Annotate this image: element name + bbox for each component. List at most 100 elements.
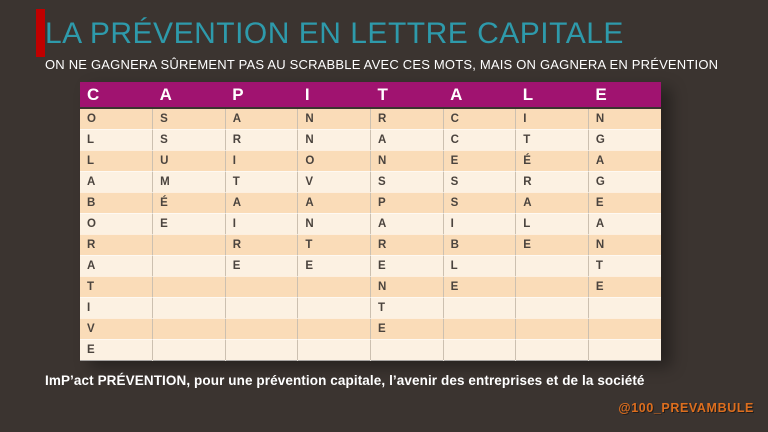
social-handle: @100_PREVAMBULE [618, 401, 754, 415]
table-cell [152, 318, 226, 340]
table-cell [515, 255, 589, 277]
table-cell [515, 339, 589, 361]
table-cell [152, 276, 226, 298]
table-cell [443, 318, 517, 340]
table-cell: A [225, 192, 299, 214]
table-cell: M [152, 171, 226, 193]
table-cell: E [443, 276, 517, 298]
table-header-cell: P [225, 82, 298, 109]
table-cell [588, 318, 661, 340]
table-cell [370, 339, 444, 361]
table-cell: N [297, 108, 371, 130]
table-cell: E [297, 255, 371, 277]
table-cell [515, 297, 589, 319]
table-header-cell: L [515, 82, 589, 109]
table-cell [588, 297, 661, 319]
table-cell: R [370, 108, 444, 130]
table-header-cell: E [588, 82, 661, 109]
table-cell: E [370, 318, 444, 340]
table-cell: V [80, 318, 154, 340]
table-cell [588, 339, 661, 361]
table-cell: I [443, 213, 517, 235]
table-cell: C [443, 129, 517, 151]
table-cell: I [80, 297, 154, 319]
table-cell: P [370, 192, 444, 214]
table-cell: O [297, 150, 371, 172]
table-cell: I [225, 150, 299, 172]
table-cell: O [80, 213, 154, 235]
table-cell: É [152, 192, 226, 214]
table-cell [152, 234, 226, 256]
table-cell: A [225, 108, 299, 130]
table-row: E [80, 339, 661, 361]
table-cell: I [225, 213, 299, 235]
table-cell: N [297, 129, 371, 151]
table-cell [297, 297, 371, 319]
page-title: LA PRÉVENTION EN LETTRE CAPITALE [45, 17, 624, 50]
table-cell: E [588, 276, 661, 298]
table-cell [225, 276, 299, 298]
table-header: C A P I T A L E [80, 82, 661, 109]
table-cell: A [515, 192, 589, 214]
table-cell [152, 255, 226, 277]
table-cell: B [80, 192, 154, 214]
table-cell: A [80, 255, 154, 277]
table-cell: N [297, 213, 371, 235]
footer-tagline: ImP’act PRÉVENTION, pour une prévention … [45, 373, 645, 388]
table-cell: E [515, 234, 589, 256]
table-cell: S [443, 171, 517, 193]
table-cell: T [588, 255, 661, 277]
table-cell: S [443, 192, 517, 214]
table-header-cell: A [152, 82, 226, 109]
table-cell [443, 339, 517, 361]
table-cell: R [225, 234, 299, 256]
table-cell: E [588, 192, 661, 214]
table-cell: S [152, 108, 226, 130]
table-cell: A [588, 213, 661, 235]
table-cell: T [297, 234, 371, 256]
table-cell: E [80, 339, 154, 361]
table-cell: T [225, 171, 299, 193]
table-cell: E [443, 150, 517, 172]
table-cell: S [152, 129, 226, 151]
table-header-cell: C [80, 82, 153, 109]
table-cell: V [297, 171, 371, 193]
table-header-cell: A [443, 82, 516, 109]
table-cell: N [370, 276, 444, 298]
table-cell: C [443, 108, 517, 130]
table-cell [225, 339, 299, 361]
table-cell [152, 339, 226, 361]
table-cell: I [515, 108, 589, 130]
table-cell: A [297, 192, 371, 214]
table-cell: É [515, 150, 589, 172]
table-cell [297, 276, 371, 298]
table-cell [152, 297, 226, 319]
table-cell: A [80, 171, 154, 193]
table-cell: L [515, 213, 589, 235]
table-cell: E [225, 255, 299, 277]
table-cell [515, 318, 589, 340]
table-cell: R [80, 234, 154, 256]
table-cell: N [588, 234, 661, 256]
subtitle: ON NE GAGNERA SÛREMENT PAS AU SCRABBLE A… [45, 57, 719, 72]
table-cell: S [370, 171, 444, 193]
table-cell: G [588, 171, 661, 193]
table-header-cell: I [297, 82, 371, 109]
table-cell: L [80, 150, 154, 172]
table-cell: T [370, 297, 444, 319]
table-cell [225, 297, 299, 319]
table-cell: N [370, 150, 444, 172]
table-cell [515, 276, 589, 298]
